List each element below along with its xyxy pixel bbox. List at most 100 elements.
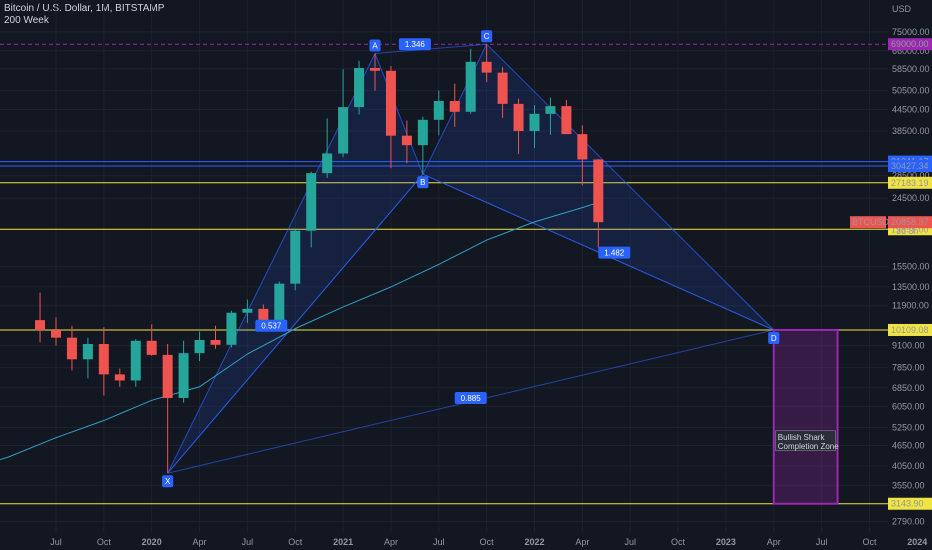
- candle-body: [290, 230, 301, 284]
- y-tick-label: 75000.00: [892, 27, 930, 37]
- x-tick-label: 2020: [142, 537, 162, 547]
- x-tick-label: Jul: [242, 537, 254, 547]
- last-price-tag: 20858.37: [891, 217, 929, 227]
- x-tick-label: 2023: [716, 537, 736, 547]
- x-tick-label: Apr: [575, 537, 589, 547]
- ratio-label: 1.482: [604, 249, 625, 258]
- price-axis-bg: [888, 0, 932, 550]
- x-tick-label: Apr: [384, 537, 398, 547]
- candle-body: [593, 159, 604, 223]
- y-tick-label: 13500.00: [892, 282, 930, 292]
- point-label-x-bg: [162, 475, 174, 488]
- point-label-b-bg: [417, 176, 429, 189]
- point-label-c: C: [484, 32, 490, 41]
- x-tick-label: Oct: [97, 537, 112, 547]
- level-tag: 27183.19: [891, 178, 929, 188]
- ratio-label: 0.885: [461, 394, 482, 403]
- zone-label-line1: Bullish Shark: [778, 433, 826, 442]
- candle-body: [98, 343, 109, 375]
- candles: [35, 44, 604, 474]
- level-tag: 30427.34: [891, 161, 929, 171]
- candle-body: [401, 135, 412, 146]
- candle-body: [306, 173, 317, 231]
- x-tick-label: Oct: [862, 537, 877, 547]
- chart-title: Bitcoin / U.S. Dollar, 1M, BITSTAMP: [4, 3, 165, 14]
- candle-body: [385, 70, 396, 136]
- level-tag-bg: [888, 38, 932, 51]
- candle-body: [146, 340, 157, 355]
- candle-body: [66, 337, 77, 360]
- y-tick-label: 11900.00: [892, 301, 929, 311]
- ratio-label: 1.346: [405, 40, 426, 49]
- y-tick-label: 4650.00: [892, 441, 925, 451]
- candle-body: [178, 353, 189, 398]
- ma-200w-line: [0, 202, 599, 461]
- candle-body: [370, 67, 380, 71]
- countdown: 3d 3h: [896, 226, 919, 236]
- time-axis-bg: [0, 532, 888, 550]
- point-label-c-bg: [481, 30, 493, 43]
- zone-label-line2: Completion Zone: [778, 442, 839, 451]
- level-tag: 3143.90: [891, 499, 924, 509]
- ratio-label-bg: [598, 246, 631, 259]
- ratio-label: 0.537: [261, 322, 282, 331]
- level-tag-bg: [888, 323, 932, 336]
- symbol-tag-bg: [850, 216, 886, 229]
- candle-body: [338, 107, 349, 154]
- y-tick-label: 4050.00: [892, 461, 925, 471]
- last-price-tag-bg: [888, 216, 932, 229]
- x-tick-label: Apr: [193, 537, 207, 547]
- candle-body: [529, 113, 540, 131]
- x-tick-label: Apr: [767, 537, 781, 547]
- x-tick-label: Oct: [480, 537, 495, 547]
- candle-body: [130, 340, 141, 381]
- candle-body: [545, 106, 556, 114]
- price-axis: USD 2790.00 3550.00 4050.00 4650.00 5250.00 60…: [892, 4, 930, 527]
- ratio-label-bg: [454, 391, 487, 404]
- pattern-ac-line: [374, 43, 487, 55]
- candle-body: [114, 374, 125, 381]
- ratio-label-bg: [398, 38, 431, 51]
- candle-body: [210, 339, 221, 345]
- level-tag-bg: [888, 497, 932, 510]
- x-tick-label: 2022: [524, 537, 544, 547]
- x-tick-label: 2021: [333, 537, 353, 547]
- candle-body: [561, 106, 572, 135]
- pattern-xb-line: [167, 173, 424, 474]
- currency-label: USD: [892, 4, 912, 14]
- horizontal-levels: [0, 43, 888, 505]
- y-tick-label: 3550.00: [892, 481, 925, 491]
- level-tag: 10109.08: [891, 325, 929, 335]
- candle-body: [242, 308, 253, 313]
- candle-body: [433, 101, 444, 120]
- y-tick-label: 9100.00: [892, 341, 925, 351]
- candle-body: [51, 330, 61, 338]
- candle-body: [449, 101, 460, 112]
- point-label-x: X: [165, 477, 171, 486]
- symbol-tag: BTCUSD: [852, 217, 890, 227]
- candle-body: [258, 308, 269, 321]
- candle-body: [226, 312, 237, 345]
- y-tick-label: 2790.00: [892, 517, 925, 527]
- y-tick-label: 5250.00: [892, 422, 925, 432]
- y-tick-label: 7850.00: [892, 363, 925, 373]
- candle-body: [35, 320, 46, 331]
- pattern-labels: X A B C D 0.537 1.346 1.482 0.885 Bullish SharkCo…: [162, 30, 839, 488]
- completion-zone: [772, 328, 839, 505]
- candle-body: [465, 61, 476, 112]
- indicator-label: 200 Week: [4, 15, 49, 26]
- time-axis: Jul Oct 2020 Apr Jul Oct 2021 Apr Jul Oct 2022 Apr J…: [50, 537, 927, 547]
- level-tag: 69000.00: [891, 39, 929, 49]
- candle-body: [481, 61, 492, 73]
- level-tag-bg: [888, 160, 932, 173]
- grid: [0, 0, 918, 532]
- x-tick-label: Jul: [816, 537, 828, 547]
- candle-body: [82, 343, 93, 360]
- point-label-b: B: [420, 178, 425, 187]
- candle-body: [194, 339, 205, 354]
- y-tick-label: 24500.00: [892, 193, 930, 203]
- candle-body: [274, 283, 285, 321]
- y-tick-label: 58500.00: [892, 64, 930, 74]
- candle-body: [577, 134, 588, 160]
